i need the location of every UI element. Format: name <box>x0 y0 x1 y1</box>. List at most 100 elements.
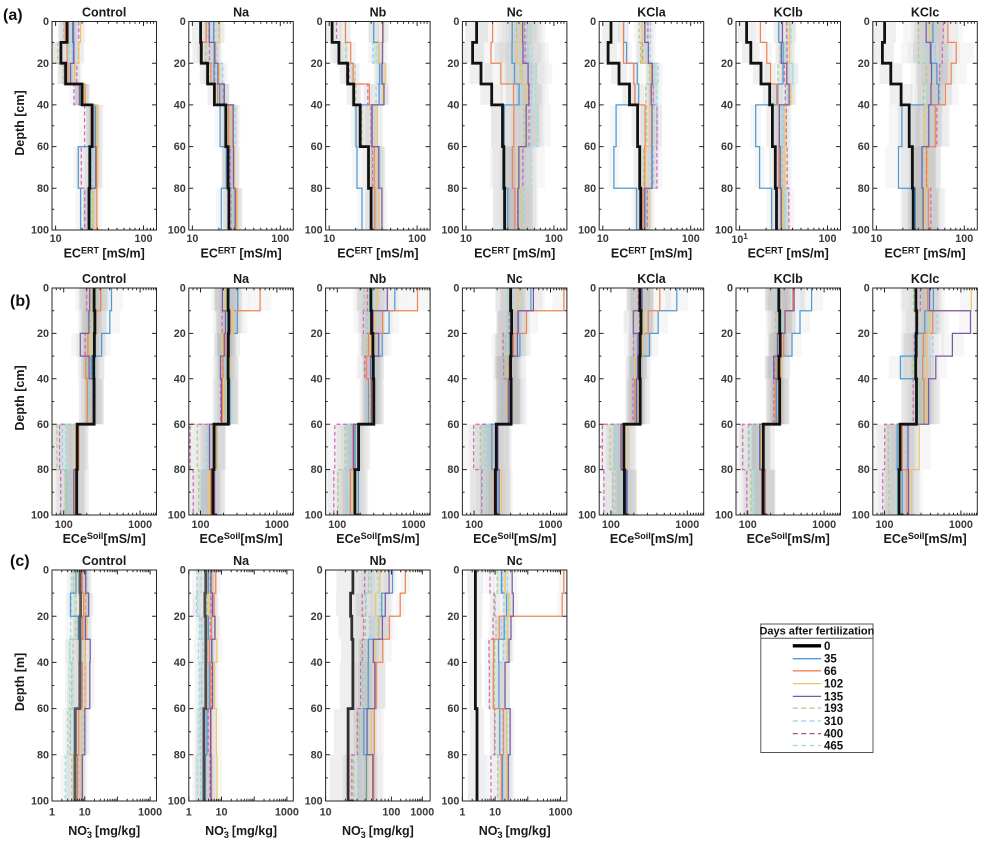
svg-text:Nc: Nc <box>507 272 523 286</box>
svg-text:ECeSoil[mS/m]: ECeSoil[mS/m] <box>336 531 419 546</box>
svg-text:20: 20 <box>311 328 323 340</box>
svg-text:40: 40 <box>447 373 459 385</box>
svg-text:40: 40 <box>174 373 186 385</box>
svg-text:60: 60 <box>584 141 596 153</box>
svg-text:1: 1 <box>186 807 192 819</box>
svg-text:1000: 1000 <box>128 519 152 531</box>
svg-text:20: 20 <box>447 58 459 70</box>
svg-text:80: 80 <box>311 749 323 761</box>
svg-text:0: 0 <box>727 16 733 28</box>
svg-text:0: 0 <box>453 283 459 295</box>
svg-text:0: 0 <box>727 283 733 295</box>
svg-text:1000: 1000 <box>138 807 162 819</box>
svg-text:40: 40 <box>584 373 596 385</box>
svg-text:1000: 1000 <box>675 519 699 531</box>
svg-text:0: 0 <box>317 16 323 28</box>
svg-text:10: 10 <box>320 807 332 819</box>
svg-text:Days after fertilization: Days after fertilization <box>759 626 874 638</box>
svg-text:60: 60 <box>447 703 459 715</box>
svg-text:1: 1 <box>49 807 55 819</box>
svg-text:100: 100 <box>328 519 346 531</box>
svg-text:100: 100 <box>875 519 893 531</box>
svg-text:100: 100 <box>168 510 186 522</box>
svg-text:0: 0 <box>453 16 459 28</box>
svg-text:ECeSoil[mS/m]: ECeSoil[mS/m] <box>883 531 966 546</box>
svg-text:0: 0 <box>453 565 459 577</box>
svg-text:60: 60 <box>447 141 459 153</box>
svg-text:100: 100 <box>271 233 289 245</box>
svg-text:100: 100 <box>134 233 152 245</box>
svg-text:40: 40 <box>37 657 49 669</box>
svg-text:Control: Control <box>82 272 126 286</box>
svg-text:100: 100 <box>168 225 186 237</box>
svg-text:80: 80 <box>584 183 596 195</box>
svg-text:NO3- [mg/kg]: NO3- [mg/kg] <box>205 823 277 840</box>
svg-text:100: 100 <box>408 233 426 245</box>
svg-text:KClb: KClb <box>774 272 804 286</box>
svg-text:100: 100 <box>578 225 596 237</box>
svg-text:80: 80 <box>174 464 186 476</box>
svg-text:ECeSoil[mS/m]: ECeSoil[mS/m] <box>610 531 693 546</box>
svg-text:40: 40 <box>311 373 323 385</box>
svg-text:ECERT [mS/m]: ECERT [mS/m] <box>64 246 145 261</box>
svg-text:20: 20 <box>447 611 459 623</box>
svg-text:100: 100 <box>441 796 459 808</box>
svg-text:20: 20 <box>174 611 186 623</box>
svg-text:40: 40 <box>858 373 870 385</box>
svg-text:40: 40 <box>174 100 186 112</box>
svg-text:60: 60 <box>858 419 870 431</box>
svg-text:20: 20 <box>447 328 459 340</box>
svg-text:40: 40 <box>858 100 870 112</box>
svg-text:1000: 1000 <box>548 807 572 819</box>
svg-text:400: 400 <box>824 729 843 741</box>
svg-text:60: 60 <box>311 419 323 431</box>
svg-text:40: 40 <box>721 100 733 112</box>
svg-text:10: 10 <box>870 233 882 245</box>
svg-text:60: 60 <box>174 141 186 153</box>
svg-text:135: 135 <box>824 691 844 703</box>
svg-text:20: 20 <box>37 328 49 340</box>
svg-text:10: 10 <box>460 233 472 245</box>
svg-text:Nc: Nc <box>507 554 523 568</box>
svg-text:20: 20 <box>174 58 186 70</box>
svg-text:20: 20 <box>174 328 186 340</box>
svg-text:0: 0 <box>180 283 186 295</box>
svg-text:0: 0 <box>43 565 49 577</box>
svg-text:40: 40 <box>721 373 733 385</box>
svg-text:Control: Control <box>82 6 126 20</box>
svg-text:100: 100 <box>55 519 73 531</box>
svg-text:(b): (b) <box>10 293 30 310</box>
svg-text:100: 100 <box>715 225 733 237</box>
svg-text:1000: 1000 <box>410 807 434 819</box>
svg-text:1000: 1000 <box>402 519 426 531</box>
svg-text:Depth [cm]: Depth [cm] <box>13 365 27 430</box>
svg-text:80: 80 <box>174 183 186 195</box>
svg-text:0: 0 <box>43 283 49 295</box>
svg-text:ECERT [mS/m]: ECERT [mS/m] <box>748 246 829 261</box>
svg-text:80: 80 <box>37 749 49 761</box>
svg-text:20: 20 <box>721 58 733 70</box>
svg-text:Depth [m]: Depth [m] <box>13 653 27 711</box>
svg-text:ECERT [mS/m]: ECERT [mS/m] <box>337 246 418 261</box>
svg-text:Control: Control <box>82 554 126 568</box>
svg-text:310: 310 <box>824 716 843 728</box>
svg-text:10: 10 <box>79 807 91 819</box>
svg-text:465: 465 <box>824 741 844 753</box>
svg-text:60: 60 <box>584 419 596 431</box>
svg-text:100: 100 <box>955 233 973 245</box>
svg-text:193: 193 <box>824 703 843 715</box>
svg-text:60: 60 <box>174 419 186 431</box>
svg-text:60: 60 <box>37 419 49 431</box>
svg-text:0: 0 <box>317 283 323 295</box>
svg-text:100: 100 <box>715 510 733 522</box>
svg-text:(c): (c) <box>10 553 30 570</box>
svg-text:ECeSoil[mS/m]: ECeSoil[mS/m] <box>63 531 146 546</box>
svg-text:20: 20 <box>584 328 596 340</box>
svg-text:(a): (a) <box>3 7 23 24</box>
svg-text:0: 0 <box>824 641 830 653</box>
svg-text:100: 100 <box>31 225 49 237</box>
svg-text:20: 20 <box>311 58 323 70</box>
svg-text:Depth [cm]: Depth [cm] <box>13 90 27 155</box>
svg-text:20: 20 <box>37 58 49 70</box>
svg-text:Na: Na <box>233 554 250 568</box>
